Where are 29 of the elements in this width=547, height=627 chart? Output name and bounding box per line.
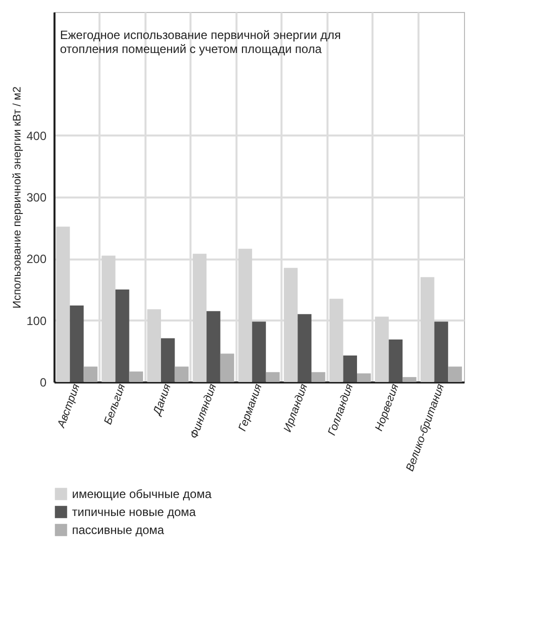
bar: [388, 339, 403, 382]
bar: [160, 338, 175, 382]
legend-label: имеющие обычные дома: [72, 487, 212, 501]
y-tick-label: 0: [40, 376, 47, 390]
legend-label: типичные новые дома: [72, 505, 196, 519]
bar: [357, 373, 371, 382]
y-axis-title: Использование первичной энергии кВт / м2: [11, 86, 24, 308]
bar: [129, 372, 144, 382]
y-tick-label: 100: [26, 314, 47, 328]
bar: [220, 354, 234, 382]
bar: [84, 366, 98, 382]
bar: [206, 311, 220, 382]
bar: [311, 372, 326, 382]
bar: [434, 322, 448, 382]
bar: [343, 355, 358, 382]
bar: [266, 372, 280, 382]
y-tick-label: 300: [26, 190, 47, 204]
bar: [448, 366, 462, 382]
text: Ежегодное использование первичной энергии для отопления помещений с учетом площади пола: [60, 28, 341, 56]
x-tick-label: Дания: [150, 382, 174, 418]
y-tick-label: 200: [26, 252, 47, 266]
legend-label: пассивные дома: [72, 523, 164, 537]
bar: [174, 366, 189, 382]
bar: [70, 306, 84, 382]
bar: [402, 377, 416, 382]
bar: [252, 322, 266, 382]
bar: [298, 314, 312, 382]
y-tick-label: 400: [26, 128, 47, 143]
bar: [115, 290, 130, 382]
